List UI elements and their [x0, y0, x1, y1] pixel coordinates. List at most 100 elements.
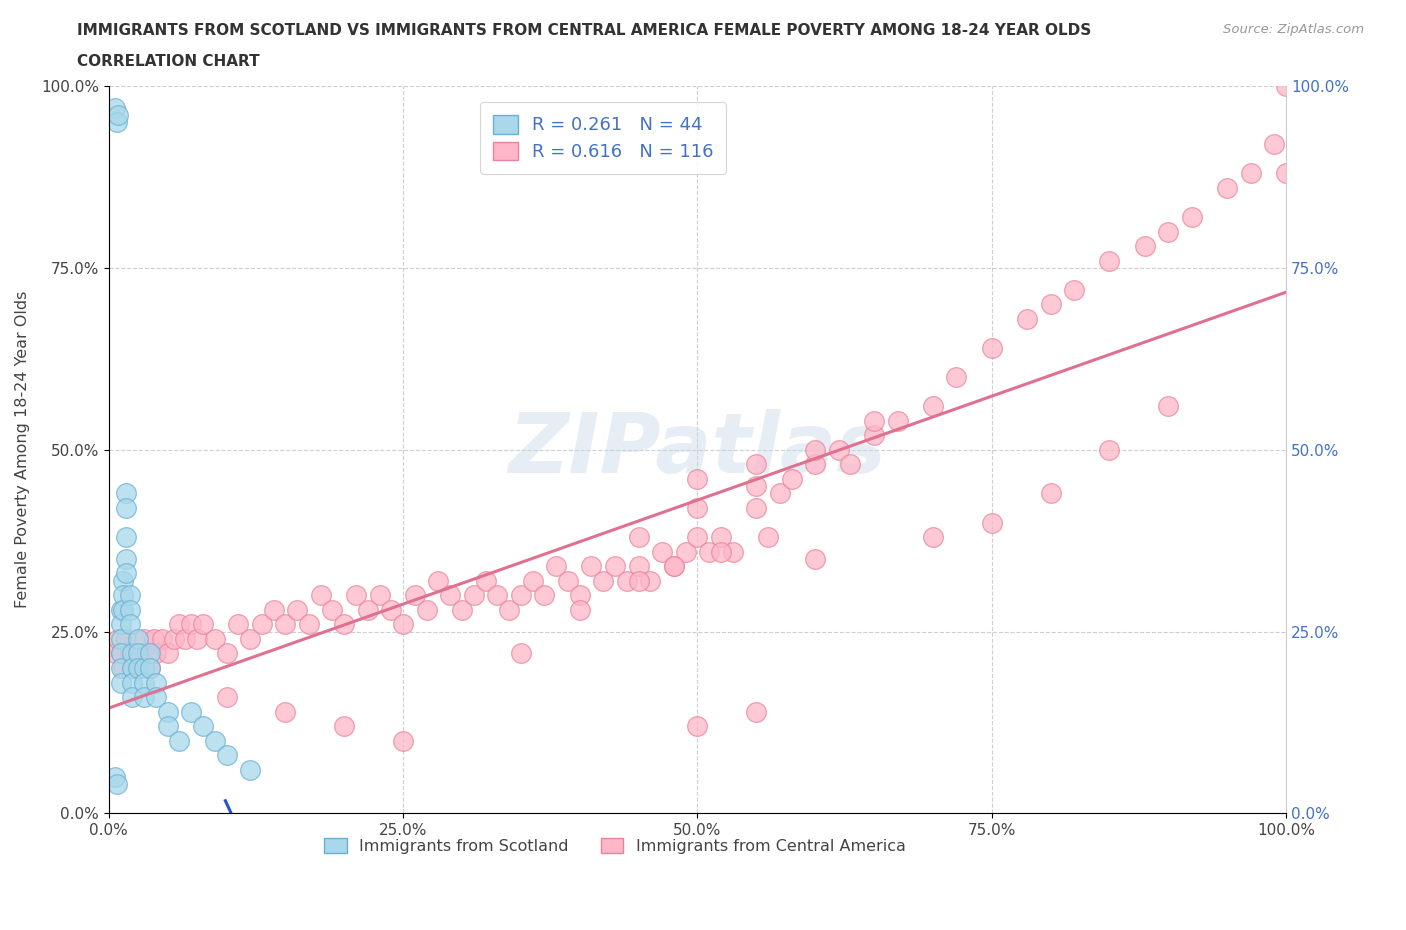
Point: [121, 660, 143, 675]
Point: [404, 588, 426, 603]
Point: [780, 472, 803, 486]
Point: [174, 631, 197, 646]
Point: [110, 603, 132, 618]
Point: [921, 529, 943, 544]
Point: [162, 631, 184, 646]
Point: [127, 660, 149, 675]
Point: [215, 690, 238, 705]
Point: [863, 428, 886, 443]
Point: [1039, 297, 1062, 312]
Point: [474, 573, 496, 588]
Point: [145, 646, 167, 661]
Point: [104, 770, 127, 785]
Point: [110, 617, 132, 631]
Point: [745, 500, 768, 515]
Point: [110, 675, 132, 690]
Point: [215, 748, 238, 763]
Point: [115, 529, 138, 544]
Point: [686, 719, 709, 734]
Point: [1098, 443, 1121, 458]
Point: [640, 573, 662, 588]
Point: [145, 690, 167, 705]
Point: [509, 646, 531, 661]
Point: [463, 588, 485, 603]
Point: [368, 588, 391, 603]
Point: [239, 763, 262, 777]
Point: [745, 704, 768, 719]
Point: [145, 675, 167, 690]
Point: [124, 646, 146, 661]
Point: [686, 500, 709, 515]
Point: [686, 472, 709, 486]
Point: [118, 617, 141, 631]
Point: [427, 573, 450, 588]
Point: [105, 115, 128, 130]
Point: [150, 631, 173, 646]
Point: [250, 617, 273, 631]
Point: [627, 529, 650, 544]
Point: [344, 588, 367, 603]
Point: [1133, 239, 1156, 254]
Point: [568, 603, 591, 618]
Point: [180, 704, 202, 719]
Point: [121, 660, 143, 675]
Point: [546, 559, 568, 574]
Point: [568, 588, 591, 603]
Point: [662, 559, 685, 574]
Text: CORRELATION CHART: CORRELATION CHART: [77, 54, 260, 69]
Point: [134, 690, 156, 705]
Point: [105, 777, 128, 791]
Point: [169, 617, 191, 631]
Point: [134, 660, 156, 675]
Point: [104, 100, 127, 115]
Point: [107, 108, 129, 123]
Point: [298, 617, 321, 631]
Point: [804, 443, 827, 458]
Point: [204, 733, 226, 748]
Point: [333, 719, 356, 734]
Point: [710, 544, 733, 559]
Point: [839, 457, 862, 472]
Point: [1181, 209, 1204, 224]
Point: [111, 660, 134, 675]
Point: [756, 529, 779, 544]
Point: [169, 733, 191, 748]
Point: [104, 646, 127, 661]
Point: [945, 369, 967, 384]
Point: [127, 660, 149, 675]
Point: [110, 660, 132, 675]
Point: [627, 559, 650, 574]
Point: [107, 631, 129, 646]
Point: [522, 573, 544, 588]
Point: [127, 646, 149, 661]
Point: [1216, 180, 1239, 195]
Point: [115, 566, 138, 581]
Point: [745, 457, 768, 472]
Legend: Immigrants from Scotland, Immigrants from Central America: Immigrants from Scotland, Immigrants fro…: [318, 831, 912, 860]
Point: [115, 500, 138, 515]
Text: Source: ZipAtlas.com: Source: ZipAtlas.com: [1223, 23, 1364, 36]
Point: [804, 551, 827, 566]
Point: [191, 719, 214, 734]
Point: [111, 573, 134, 588]
Point: [721, 544, 744, 559]
Point: [439, 588, 461, 603]
Point: [486, 588, 509, 603]
Point: [156, 719, 179, 734]
Point: [498, 603, 520, 618]
Point: [134, 631, 156, 646]
Point: [1240, 166, 1263, 180]
Point: [804, 457, 827, 472]
Point: [135, 646, 157, 661]
Point: [827, 443, 849, 458]
Point: [357, 603, 380, 618]
Point: [127, 631, 149, 646]
Point: [392, 617, 415, 631]
Point: [274, 617, 297, 631]
Point: [1275, 166, 1298, 180]
Point: [509, 588, 531, 603]
Point: [921, 399, 943, 414]
Point: [686, 529, 709, 544]
Point: [710, 529, 733, 544]
Point: [110, 631, 132, 646]
